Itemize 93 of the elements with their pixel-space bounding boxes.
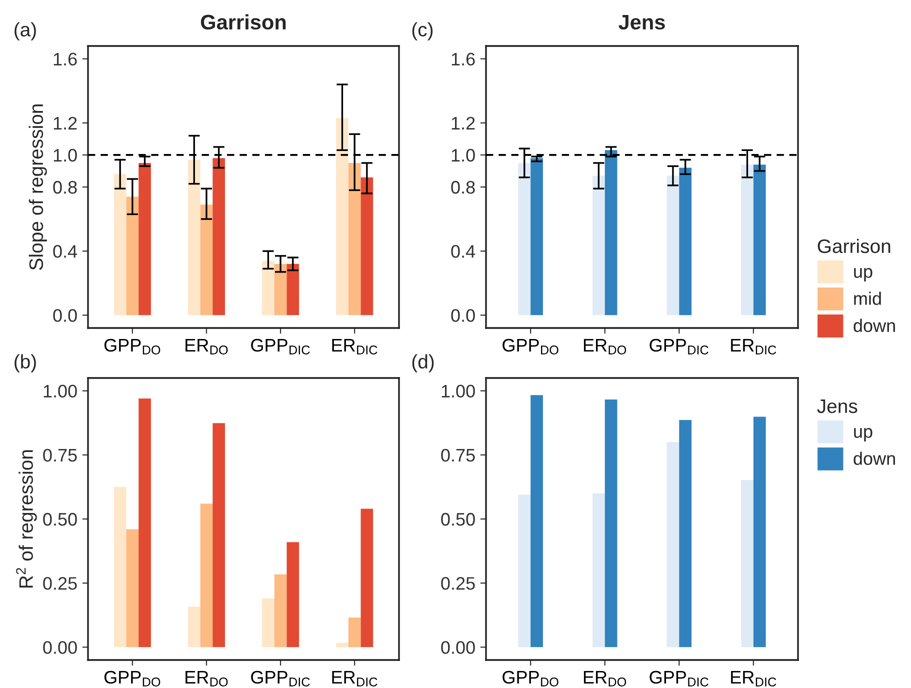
- y-tick-label: 1.6: [54, 52, 77, 66]
- chart-title: Jens: [618, 15, 665, 30]
- x-tick-label: GPP$_{DO}$: [502, 670, 558, 686]
- bar: [518, 162, 531, 316]
- x-tick-label: ER$_{DO}$: [584, 671, 626, 686]
- bar: [741, 164, 754, 316]
- y-tick-label: 0.0: [53, 309, 77, 322]
- bar: [212, 158, 225, 316]
- chart-title: Garrison: [200, 14, 286, 30]
- bar: [741, 480, 754, 648]
- bar: [360, 177, 374, 316]
- x-tick-label: ER$_{DIC}$: [332, 671, 378, 686]
- bar: [126, 196, 139, 316]
- bar: [200, 504, 213, 648]
- y-tick-label: 1.00: [442, 384, 475, 398]
- x-tick-label: ER$_{DIC}$: [731, 671, 776, 686]
- bar: [336, 642, 348, 648]
- bar: [679, 168, 692, 316]
- y-tick-label: 0.50: [43, 512, 77, 526]
- y-tick-label: 0.75: [43, 448, 77, 462]
- x-tick-label: GPP$_{DO}$: [104, 670, 160, 686]
- x-tick-label: GPP$_{DO}$: [104, 338, 160, 354]
- bar: [262, 260, 274, 316]
- bar: [188, 160, 200, 316]
- bar: [286, 542, 300, 648]
- legend-title: Jens: [817, 400, 858, 414]
- x-tick-label: ER$_{DIC}$: [731, 339, 776, 354]
- legend-label: mid: [854, 292, 881, 305]
- y-tick-label: 0.50: [441, 512, 475, 526]
- legend-label: up: [854, 268, 872, 282]
- text: (b): [14, 354, 36, 372]
- x-tick-label: GPP$_{DO}$: [502, 338, 558, 354]
- bar: [262, 598, 274, 648]
- legend-label: up: [854, 428, 872, 442]
- y-tick-label: 1.0: [54, 148, 77, 162]
- bar: [336, 118, 348, 316]
- y-tick-label: 0.0: [451, 309, 475, 322]
- y-tick-label: 0.75: [441, 448, 475, 462]
- x-tick-label: GPP$_{DIC}$: [251, 670, 310, 686]
- x-tick-label: GPP$_{DIC}$: [251, 338, 310, 354]
- legend-title: Garrison: [818, 238, 890, 254]
- text: (d): [412, 354, 434, 372]
- bar: [592, 493, 605, 648]
- y-tick-label: 0.00: [441, 641, 475, 654]
- bar: [360, 508, 374, 648]
- bar: [274, 264, 287, 316]
- x-tick-label: GPP$_{DIC}$: [650, 338, 708, 354]
- y-tick-label: 0.8: [451, 180, 475, 194]
- bar: [518, 494, 531, 648]
- bar: [348, 617, 361, 648]
- bar: [212, 423, 225, 648]
- y-axis-title: Slope of regression: [28, 104, 47, 270]
- x-tick-label: GPP$_{DIC}$: [650, 670, 708, 686]
- y-tick-label: 1.2: [54, 116, 77, 130]
- y-tick-label: 1.6: [452, 52, 475, 66]
- y-tick-label: 0.25: [441, 577, 475, 590]
- bar: [348, 162, 361, 316]
- bar: [604, 150, 618, 316]
- bar: [753, 164, 766, 316]
- y-tick-label: 0.4: [451, 245, 476, 258]
- bar: [530, 158, 543, 316]
- bar: [286, 264, 300, 316]
- text: (c): [412, 22, 433, 40]
- bar: [200, 204, 213, 316]
- y-tick-label: 0.25: [43, 577, 77, 590]
- y-tick-label: 0.4: [53, 245, 78, 258]
- bar: [666, 176, 680, 316]
- y-tick-label: 0.8: [53, 180, 77, 194]
- bar: [114, 486, 126, 648]
- x-tick-label: ER$_{DIC}$: [332, 339, 378, 354]
- bar: [126, 529, 139, 648]
- text: (a): [14, 22, 36, 40]
- bar: [188, 606, 200, 648]
- y-tick-label: 1.00: [44, 384, 77, 398]
- bar: [604, 400, 618, 648]
- bar: [679, 420, 692, 648]
- bar: [666, 442, 680, 648]
- y-tick-label: 0.00: [43, 641, 77, 654]
- bar: [530, 395, 543, 648]
- bar: [592, 176, 605, 316]
- bar: [274, 574, 287, 648]
- legend-label: down: [854, 318, 895, 332]
- bar: [138, 398, 151, 648]
- x-tick-label: ER$_{DO}$: [186, 671, 228, 686]
- y-tick-label: 1.2: [452, 116, 475, 130]
- bar: [753, 416, 766, 648]
- bar: [114, 174, 126, 316]
- x-tick-label: ER$_{DO}$: [584, 339, 626, 354]
- x-tick-label: ER$_{DO}$: [186, 339, 228, 354]
- bar: [138, 162, 151, 316]
- y-axis-title: R$^{2}$ of regression: [16, 450, 37, 588]
- y-tick-label: 1.0: [452, 148, 475, 162]
- legend-label: down: [854, 452, 895, 465]
